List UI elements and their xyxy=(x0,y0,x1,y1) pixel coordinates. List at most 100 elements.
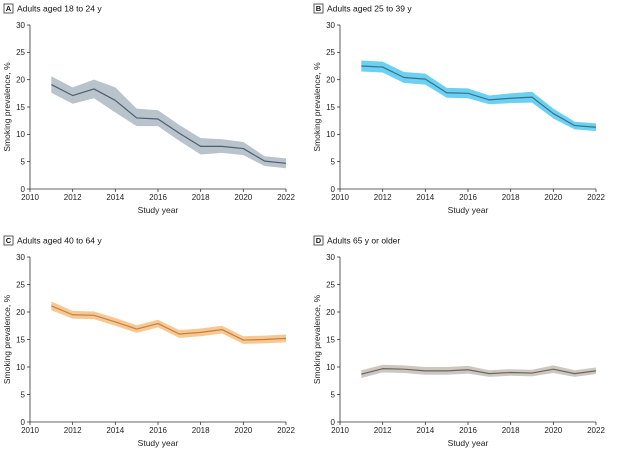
panel-letter: A xyxy=(6,4,12,13)
data-point xyxy=(243,339,245,341)
panel-letter-badge xyxy=(3,3,14,14)
y-tick-label: 10 xyxy=(16,363,25,372)
data-point xyxy=(489,373,491,375)
x-axis-label: Study year xyxy=(448,438,489,448)
y-tick-label: 25 xyxy=(16,280,25,289)
panel-a: A Adults aged 18 to 24 y 0 5 10 15 20 25 30 2010 2… xyxy=(2,4,295,216)
data-point xyxy=(179,333,181,335)
data-point xyxy=(574,373,576,375)
x-tick-label: 2010 xyxy=(21,193,39,202)
panel-letter-badge xyxy=(313,3,324,14)
data-point xyxy=(115,100,117,102)
y-tick-label: 30 xyxy=(16,21,25,30)
x-tick-label: 2020 xyxy=(544,426,562,435)
data-point xyxy=(221,329,223,331)
confidence-band xyxy=(51,76,287,169)
x-tick-label: 2022 xyxy=(277,426,295,435)
x-tick-label: 2012 xyxy=(64,426,82,435)
data-point xyxy=(200,146,202,148)
data-point xyxy=(382,368,384,370)
data-point xyxy=(425,370,427,372)
x-tick-label: 2010 xyxy=(331,426,349,435)
data-point xyxy=(136,117,138,119)
y-tick-label: 25 xyxy=(326,48,335,57)
data-point xyxy=(553,113,555,115)
y-tick-label: 15 xyxy=(16,103,25,112)
data-point xyxy=(574,125,576,127)
data-point xyxy=(200,332,202,334)
series-line xyxy=(361,65,597,128)
data-point xyxy=(595,126,597,128)
y-axis-label: Smoking prevalence, % xyxy=(2,62,12,152)
x-tick-label: 2020 xyxy=(234,426,252,435)
x-tick-label: 2014 xyxy=(106,193,124,202)
x-tick-label: 2012 xyxy=(374,426,392,435)
data-point xyxy=(510,97,512,99)
data-point xyxy=(531,372,533,374)
y-tick-label: 10 xyxy=(326,130,335,139)
data-point xyxy=(361,65,363,67)
y-tick-label: 10 xyxy=(326,363,335,372)
x-tick-label: 2016 xyxy=(459,193,477,202)
x-tick-label: 2016 xyxy=(459,426,477,435)
x-tick-label: 2020 xyxy=(544,193,562,202)
data-point xyxy=(51,305,53,307)
y-axis-label: Smoking prevalence, % xyxy=(312,294,322,384)
data-point xyxy=(157,323,159,325)
data-point xyxy=(72,95,74,97)
x-axis-label: Study year xyxy=(138,205,179,215)
panel-letter: B xyxy=(316,4,322,13)
data-point xyxy=(361,373,363,375)
y-tick-label: 15 xyxy=(326,103,335,112)
data-point xyxy=(221,146,223,148)
confidence-band xyxy=(361,60,596,132)
data-point xyxy=(136,328,138,330)
data-point xyxy=(446,92,448,94)
y-tick-label: 20 xyxy=(326,308,335,317)
data-point xyxy=(446,370,448,372)
data-point xyxy=(467,93,469,95)
y-tick-label: 0 xyxy=(331,185,336,194)
panel-title: Adults aged 25 to 39 y xyxy=(327,4,412,14)
panel-letter-badge xyxy=(3,235,14,246)
panel-title: Adults aged 40 to 64 y xyxy=(17,236,102,246)
data-point xyxy=(285,163,287,165)
x-tick-label: 2018 xyxy=(502,426,520,435)
data-point xyxy=(264,339,266,341)
data-point xyxy=(93,88,95,90)
confidence-band xyxy=(51,301,287,344)
panel-title: Adults 65 y or older xyxy=(327,236,400,246)
y-tick-label: 5 xyxy=(21,157,26,166)
x-tick-label: 2016 xyxy=(149,193,167,202)
x-tick-label: 2018 xyxy=(192,426,210,435)
y-tick-label: 5 xyxy=(21,390,26,399)
panel-letter-badge xyxy=(313,235,324,246)
data-point xyxy=(115,321,117,323)
y-tick-label: 30 xyxy=(16,253,25,262)
x-tick-label: 2014 xyxy=(106,426,124,435)
panel-d: D Adults 65 y or older 0 5 10 15 20 25 30 2010 201… xyxy=(312,236,605,449)
data-point xyxy=(243,148,245,150)
data-point xyxy=(595,370,597,372)
y-tick-label: 20 xyxy=(16,75,25,84)
y-tick-label: 20 xyxy=(16,308,25,317)
x-tick-label: 2022 xyxy=(277,193,295,202)
panel-letter: D xyxy=(316,236,322,245)
y-tick-label: 30 xyxy=(326,21,335,30)
data-point xyxy=(51,84,53,86)
panel-b: B Adults aged 25 to 39 y 0 5 10 15 20 25 30 2010 2… xyxy=(312,4,605,216)
y-tick-label: 20 xyxy=(326,75,335,84)
y-tick-label: 5 xyxy=(331,157,336,166)
panel-title: Adults aged 18 to 24 y xyxy=(17,4,102,14)
y-tick-label: 30 xyxy=(326,253,335,262)
data-point xyxy=(425,78,427,80)
data-point xyxy=(553,368,555,370)
series-line xyxy=(51,305,287,341)
data-point xyxy=(179,132,181,134)
series-line xyxy=(361,368,597,375)
x-tick-label: 2010 xyxy=(331,193,349,202)
y-axis-label: Smoking prevalence, % xyxy=(312,62,322,152)
data-point xyxy=(264,160,266,162)
x-tick-label: 2014 xyxy=(416,193,434,202)
